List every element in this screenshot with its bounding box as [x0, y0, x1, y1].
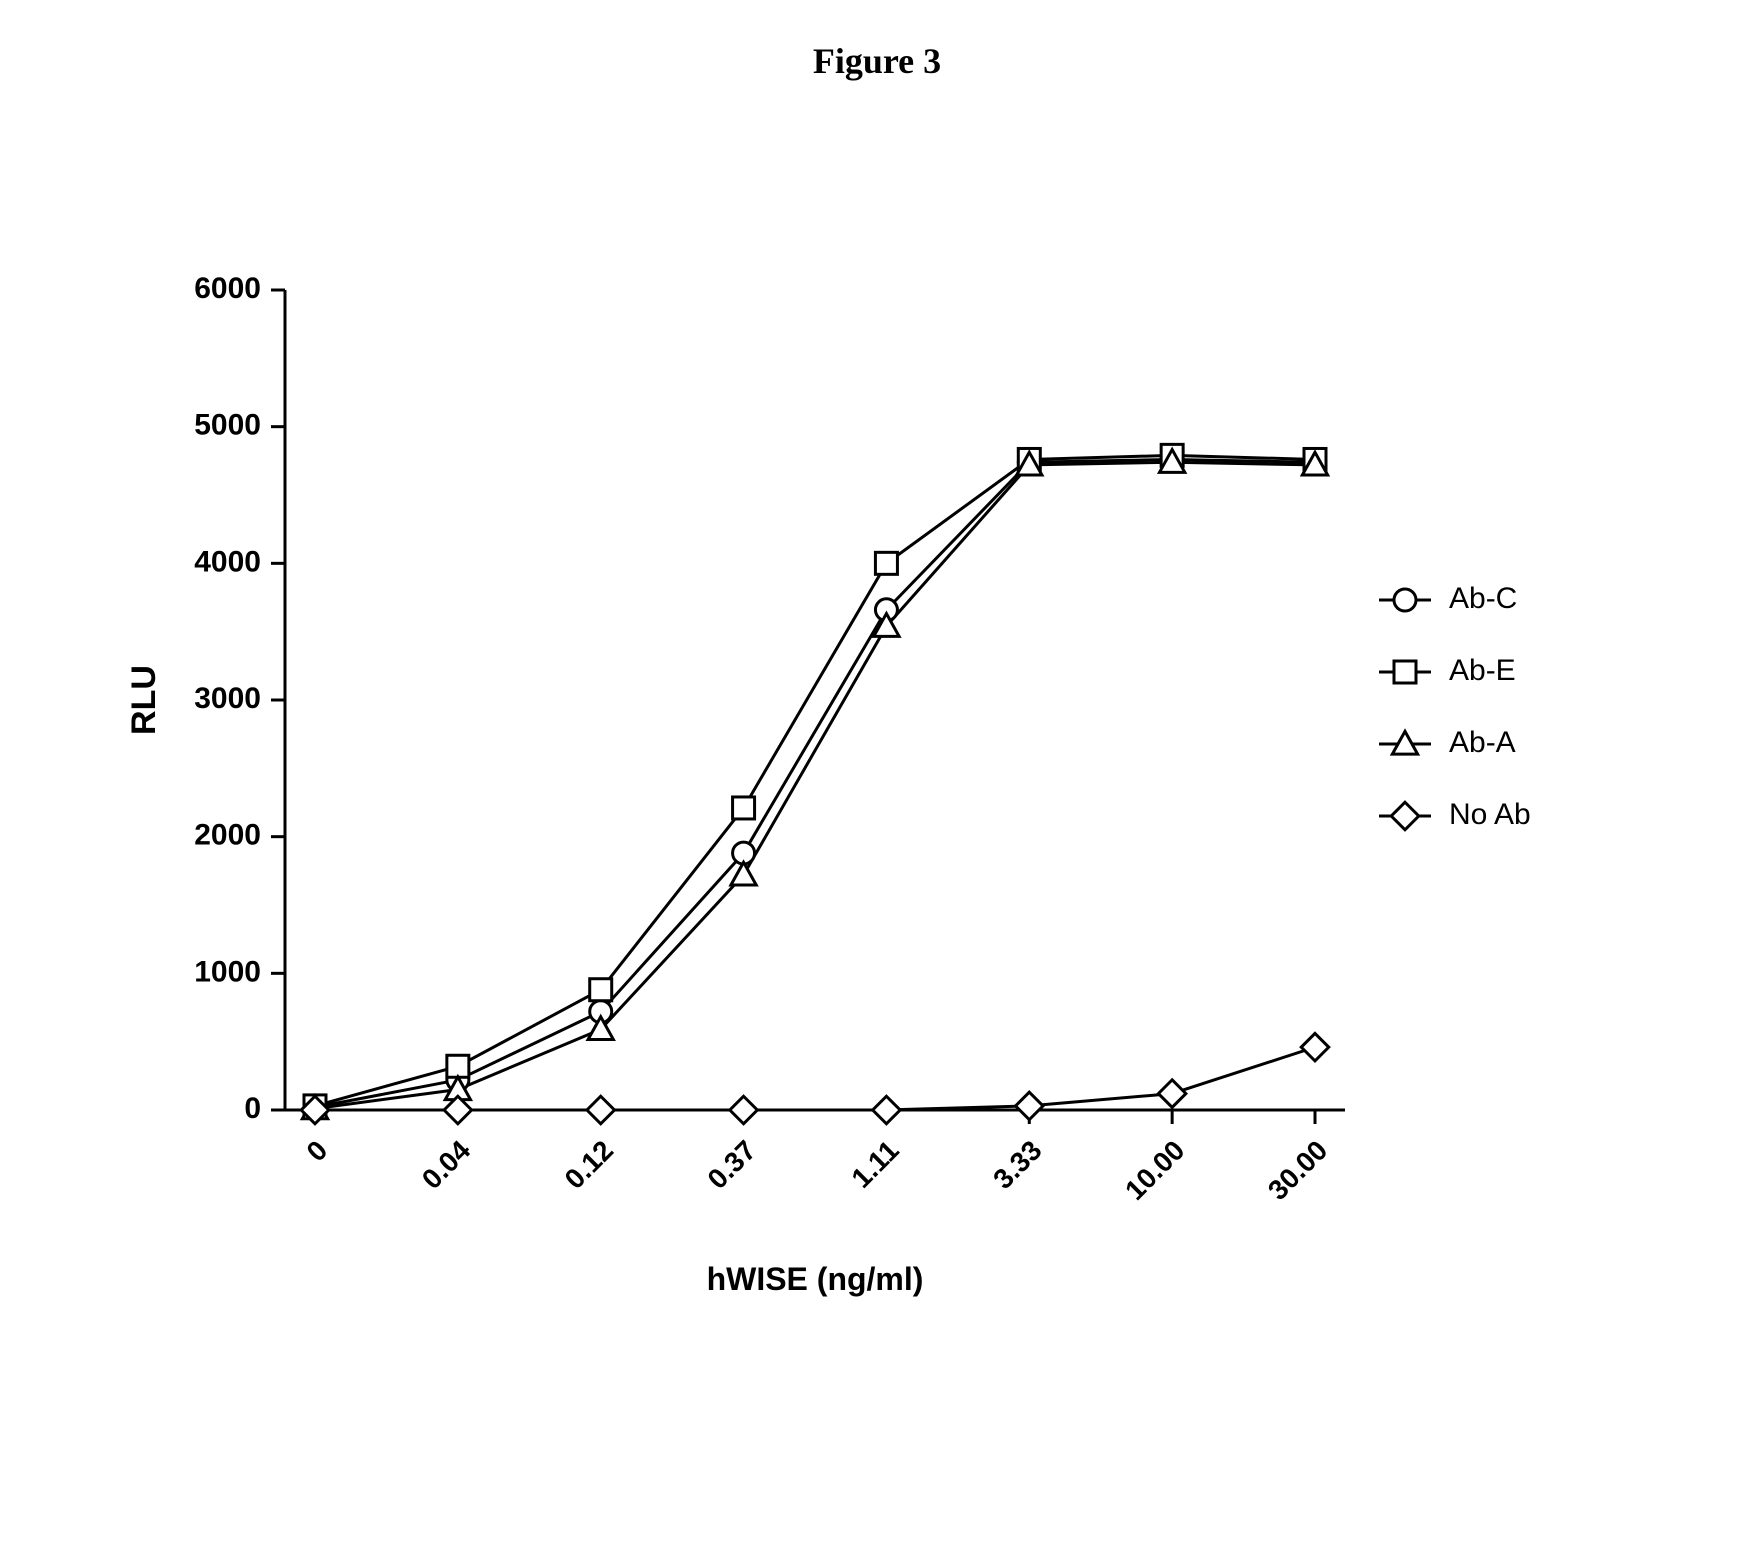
y-tick-label: 5000 [194, 409, 261, 442]
x-axis-label: hWISE (ng/ml) [707, 1261, 924, 1297]
marker-diamond-icon [1391, 802, 1419, 830]
x-tick-label: 3.33 [987, 1134, 1047, 1194]
y-tick-label: 0 [244, 1092, 261, 1125]
marker-diamond-icon [1016, 1092, 1043, 1120]
series-line [315, 462, 1315, 1108]
y-tick-label: 4000 [194, 545, 261, 578]
x-tick-label: 0.12 [559, 1134, 619, 1194]
series-line [315, 455, 1315, 1106]
x-tick-label: 10.00 [1119, 1134, 1190, 1205]
x-tick-label: 30.00 [1262, 1134, 1333, 1205]
series-markers [302, 450, 1327, 1119]
line-chart: 0 1000 2000 3000 4000 5000 6000 0 0.04 0.12 0.37 1.… [95, 270, 1655, 1450]
chart-container: 0 1000 2000 3000 4000 5000 6000 0 0.04 0.12 0.37 1.… [95, 270, 1655, 1450]
series-line [315, 459, 1315, 1107]
marker-square-icon [875, 552, 897, 574]
x-tick-label: 0 [300, 1134, 333, 1167]
series-markers [304, 444, 1326, 1117]
legend-label: No Ab [1449, 798, 1531, 831]
x-tick-label: 1.11 [845, 1134, 904, 1193]
marker-circle-icon [1394, 589, 1416, 611]
y-tick-label: 3000 [194, 682, 261, 715]
y-tick-label: 6000 [194, 272, 261, 305]
y-tick-label: 1000 [194, 955, 261, 988]
marker-square-icon [1394, 661, 1416, 683]
marker-diamond-icon [873, 1096, 901, 1124]
marker-square-icon [733, 797, 755, 819]
marker-diamond-icon [1301, 1033, 1329, 1061]
marker-diamond-icon [587, 1096, 615, 1124]
marker-triangle-icon [731, 862, 756, 885]
marker-diamond-icon [1158, 1080, 1186, 1108]
marker-diamond-icon [730, 1096, 758, 1124]
series-markers [304, 448, 1326, 1118]
legend-label: Ab-E [1449, 654, 1516, 687]
legend-label: Ab-A [1449, 726, 1516, 759]
marker-square-icon [590, 979, 612, 1001]
legend-label: Ab-C [1449, 582, 1517, 615]
figure-title: Figure 3 [0, 40, 1754, 82]
x-tick-label: 0.37 [701, 1134, 761, 1194]
y-tick-label: 2000 [194, 819, 261, 852]
y-axis-label: RLU [125, 665, 163, 735]
x-tick-label: 0.04 [416, 1134, 477, 1195]
